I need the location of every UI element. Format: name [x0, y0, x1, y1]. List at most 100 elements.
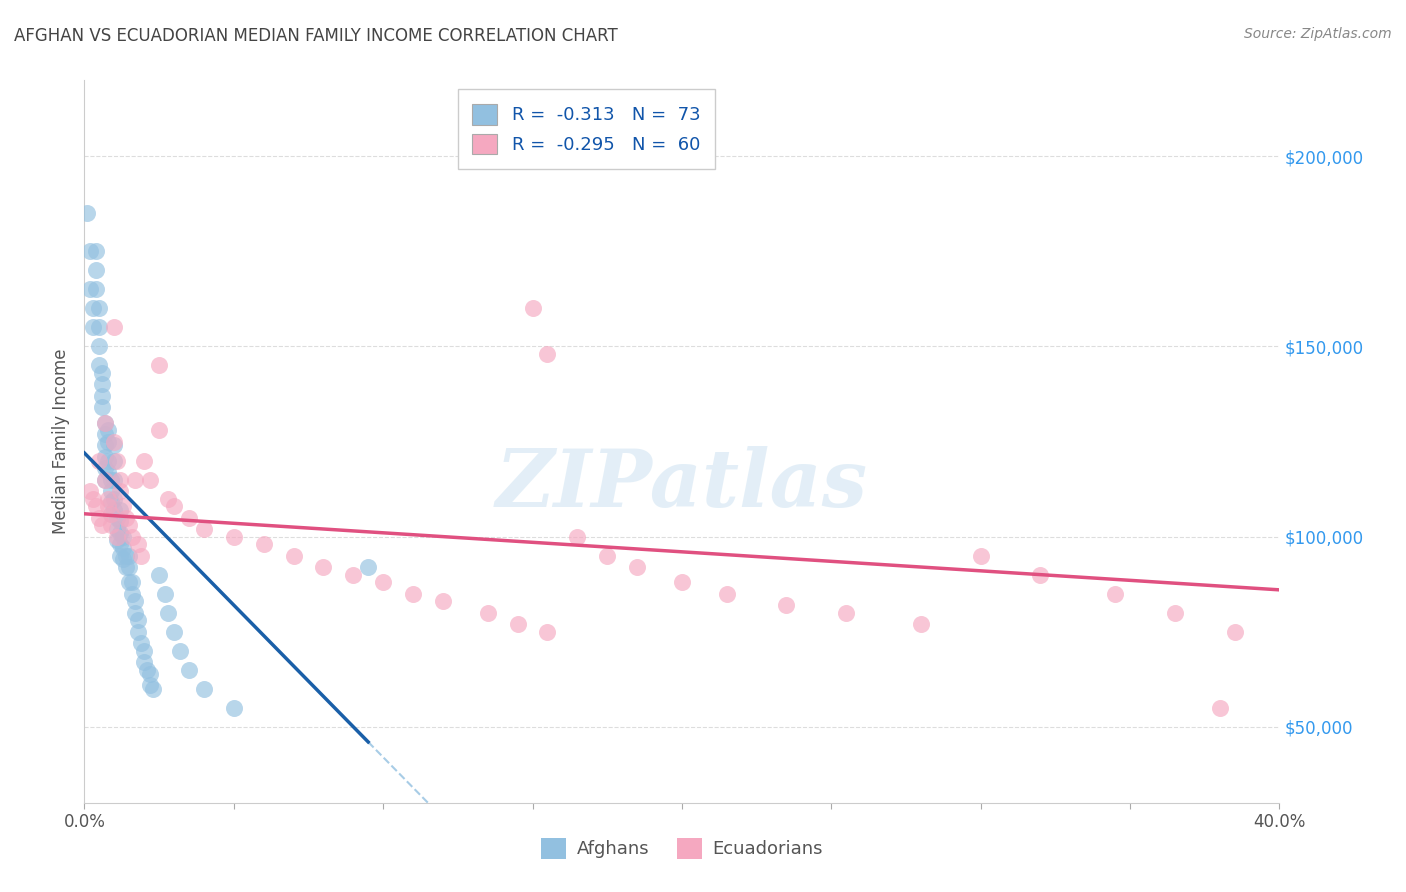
Ecuadorians: [103, 320, 125, 334]
Afghans: [110, 525, 132, 540]
Ecuadorians: [1029, 567, 1052, 582]
Afghans: [100, 495, 122, 509]
Afghans: [79, 282, 101, 296]
Afghans: [89, 320, 111, 334]
Afghans: [136, 663, 159, 677]
Ecuadorians: [1209, 700, 1232, 714]
Afghans: [193, 681, 215, 696]
Afghans: [94, 426, 117, 441]
Ecuadorians: [105, 530, 128, 544]
Ecuadorians: [105, 453, 128, 467]
Afghans: [105, 522, 128, 536]
Ecuadorians: [283, 549, 305, 563]
Y-axis label: Median Family Income: Median Family Income: [52, 349, 70, 534]
Afghans: [112, 541, 135, 555]
Afghans: [121, 587, 143, 601]
Ecuadorians: [222, 530, 245, 544]
Afghans: [121, 575, 143, 590]
Ecuadorians: [177, 510, 200, 524]
Ecuadorians: [522, 301, 544, 316]
Ecuadorians: [1223, 624, 1246, 639]
Ecuadorians: [127, 537, 149, 551]
Ecuadorians: [536, 624, 558, 639]
Afghans: [148, 567, 170, 582]
Ecuadorians: [373, 575, 395, 590]
Ecuadorians: [97, 499, 120, 513]
Ecuadorians: [1164, 606, 1187, 620]
Ecuadorians: [910, 617, 932, 632]
Afghans: [112, 552, 135, 566]
Ecuadorians: [567, 530, 589, 544]
Ecuadorians: [129, 549, 152, 563]
Afghans: [94, 416, 117, 430]
Ecuadorians: [671, 575, 693, 590]
Afghans: [118, 549, 141, 563]
Afghans: [91, 377, 114, 392]
Ecuadorians: [124, 473, 146, 487]
Ecuadorians: [86, 499, 108, 513]
Afghans: [86, 282, 108, 296]
Ecuadorians: [775, 598, 797, 612]
Text: AFGHAN VS ECUADORIAN MEDIAN FAMILY INCOME CORRELATION CHART: AFGHAN VS ECUADORIAN MEDIAN FAMILY INCOM…: [14, 27, 617, 45]
Afghans: [105, 533, 128, 548]
Afghans: [91, 401, 114, 415]
Afghans: [100, 483, 122, 498]
Afghans: [100, 507, 122, 521]
Afghans: [82, 320, 104, 334]
Afghans: [89, 339, 111, 353]
Afghans: [357, 560, 380, 574]
Afghans: [110, 515, 132, 529]
Afghans: [139, 666, 162, 681]
Afghans: [177, 663, 200, 677]
Ecuadorians: [100, 518, 122, 533]
Afghans: [105, 510, 128, 524]
Afghans: [97, 434, 120, 449]
Ecuadorians: [970, 549, 993, 563]
Afghans: [97, 465, 120, 479]
Ecuadorians: [110, 473, 132, 487]
Afghans: [124, 606, 146, 620]
Afghans: [169, 643, 191, 657]
Afghans: [132, 655, 156, 669]
Afghans: [118, 560, 141, 574]
Afghans: [153, 587, 176, 601]
Afghans: [132, 643, 156, 657]
Ecuadorians: [163, 499, 186, 513]
Afghans: [100, 473, 122, 487]
Afghans: [76, 206, 98, 220]
Ecuadorians: [112, 499, 135, 513]
Ecuadorians: [312, 560, 335, 574]
Afghans: [124, 594, 146, 608]
Ecuadorians: [432, 594, 454, 608]
Afghans: [115, 560, 138, 574]
Ecuadorians: [89, 453, 111, 467]
Afghans: [129, 636, 152, 650]
Afghans: [103, 503, 125, 517]
Afghans: [127, 613, 149, 627]
Ecuadorians: [157, 491, 180, 506]
Text: ZIPatlas: ZIPatlas: [496, 446, 868, 524]
Afghans: [103, 438, 125, 452]
Ecuadorians: [115, 510, 138, 524]
Afghans: [110, 537, 132, 551]
Afghans: [110, 503, 132, 517]
Ecuadorians: [477, 606, 499, 620]
Afghans: [89, 359, 111, 373]
Afghans: [94, 450, 117, 464]
Ecuadorians: [148, 359, 170, 373]
Ecuadorians: [402, 587, 425, 601]
Afghans: [91, 389, 114, 403]
Ecuadorians: [103, 434, 125, 449]
Afghans: [82, 301, 104, 316]
Ecuadorians: [148, 423, 170, 437]
Ecuadorians: [89, 510, 111, 524]
Ecuadorians: [132, 453, 156, 467]
Ecuadorians: [121, 530, 143, 544]
Ecuadorians: [94, 473, 117, 487]
Ecuadorians: [835, 606, 858, 620]
Ecuadorians: [110, 483, 132, 498]
Afghans: [94, 438, 117, 452]
Afghans: [115, 549, 138, 563]
Afghans: [97, 453, 120, 467]
Afghans: [103, 453, 125, 467]
